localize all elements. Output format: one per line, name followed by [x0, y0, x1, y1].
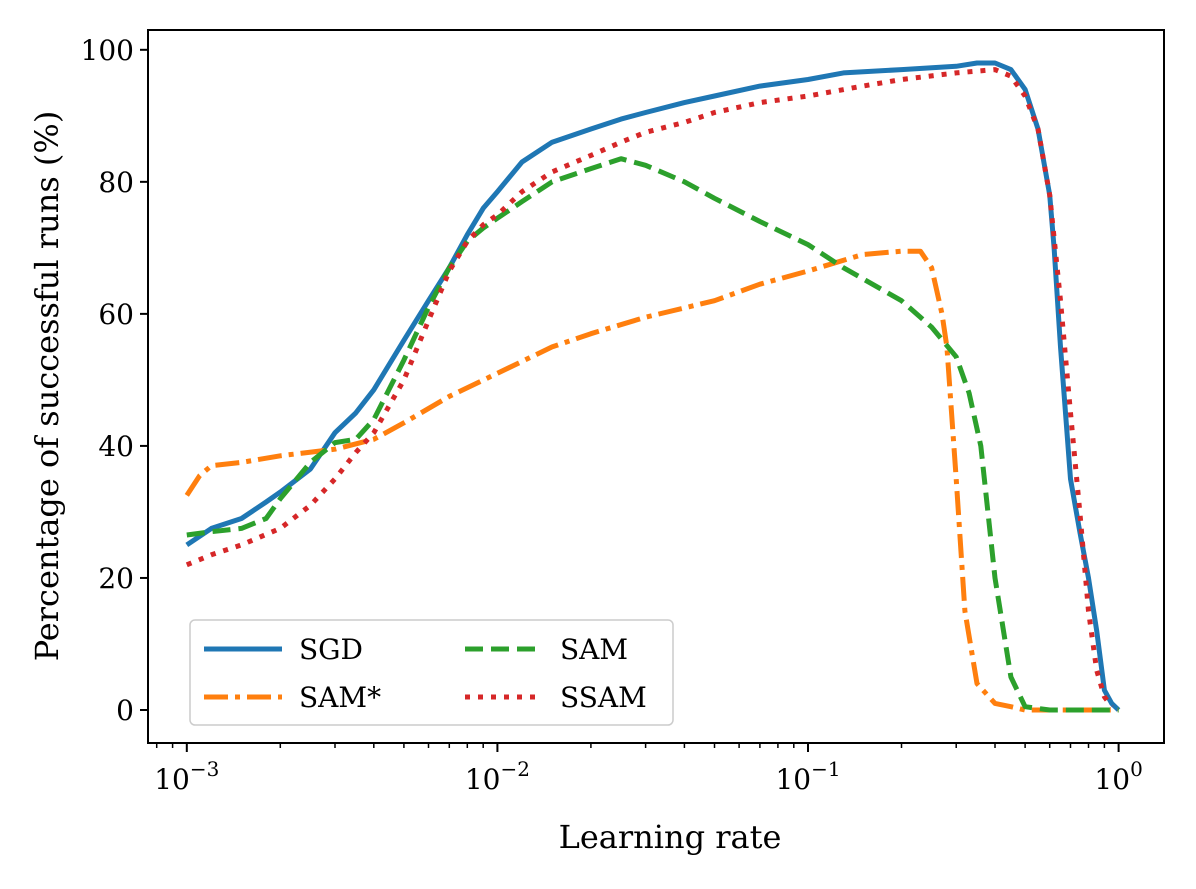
series-line-sam: [186, 156, 1119, 713]
y-tick-label: 60: [98, 298, 134, 331]
series-line-sgd: [185, 60, 1121, 712]
series-layer: [184, 60, 1121, 713]
series-line-samstar: [184, 248, 1119, 713]
y-tick-label: 40: [98, 430, 134, 463]
y-tick-label: 20: [98, 562, 134, 595]
x-tick-label: 10−2: [465, 757, 530, 796]
ticks-layer: 0 20 40 60 80 100 10−3 10−2 10−1 100: [81, 34, 1143, 796]
legend: SGD SAM* SAM SSAM: [189, 619, 674, 726]
x-tick-label: 100: [1094, 757, 1142, 796]
legend-label-sam: SAM: [560, 633, 628, 666]
y-tick-label: 100: [81, 34, 134, 67]
x-tick-label: 10−3: [154, 757, 219, 796]
legend-frame: [189, 619, 674, 726]
x-axis-label: Learning rate: [559, 818, 782, 856]
y-tick-label: 0: [116, 694, 134, 727]
y-axis-label: Percentage of successful runs (%): [28, 111, 66, 662]
legend-label-sgd: SGD: [299, 633, 363, 666]
y-tick-label: 80: [98, 166, 134, 199]
series-line-ssam: [185, 67, 1114, 709]
legend-label-sam-star: SAM*: [299, 681, 381, 714]
plot-frame: [147, 29, 1165, 744]
legend-label-ssam: SSAM: [560, 681, 647, 714]
x-tick-label: 10−1: [775, 757, 840, 796]
